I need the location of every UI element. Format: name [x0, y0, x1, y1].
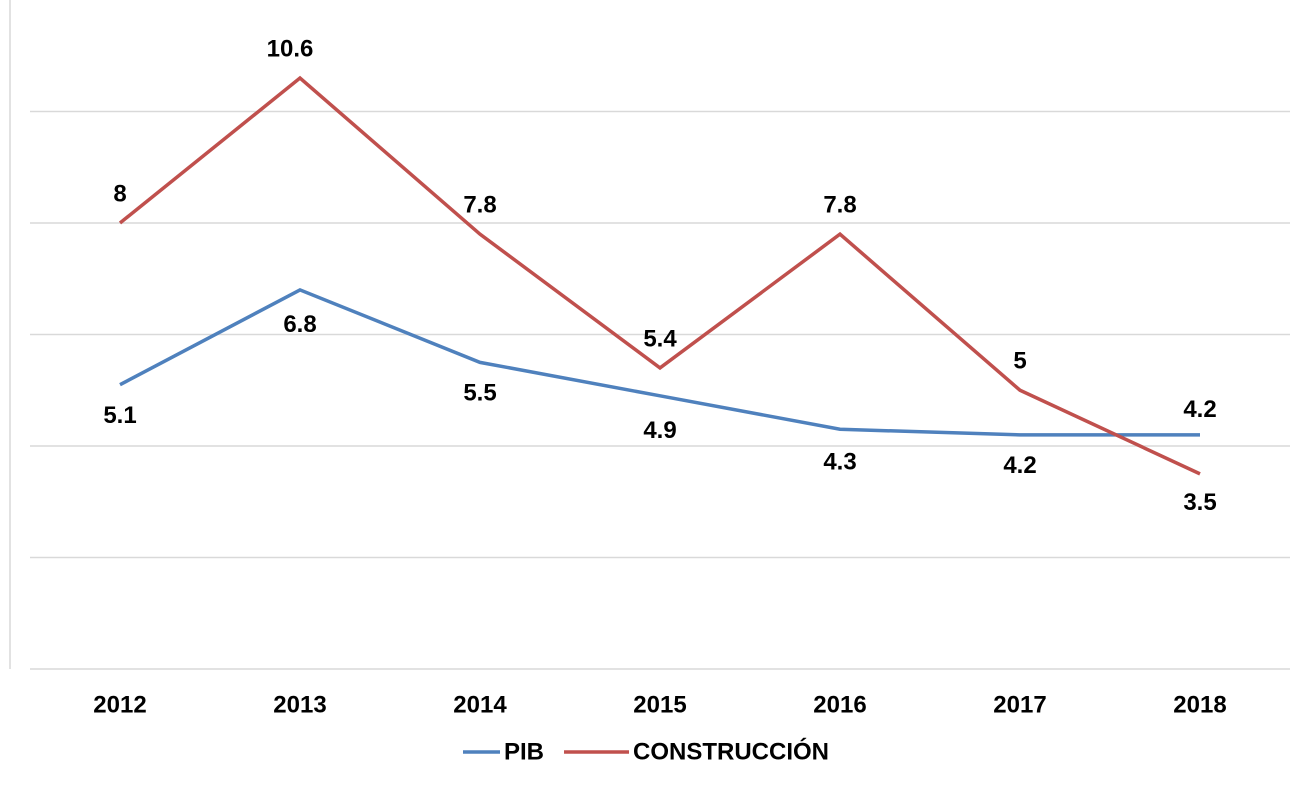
- x-tick-label: 2015: [633, 691, 686, 718]
- data-label: 6.8: [283, 311, 316, 338]
- data-label: 3.5: [1183, 489, 1216, 516]
- data-label: 4.2: [1003, 452, 1036, 479]
- data-label: 5.1: [103, 402, 136, 429]
- data-label: 7.8: [463, 191, 496, 218]
- legend-label: PIB: [504, 738, 544, 765]
- data-label: 5.4: [643, 325, 677, 352]
- data-label: 5.5: [463, 380, 496, 407]
- data-label: 4.2: [1183, 396, 1216, 423]
- data-label: 8: [113, 180, 126, 207]
- x-tick-label: 2016: [813, 691, 866, 718]
- x-tick-label: 2012: [93, 691, 146, 718]
- data-label: 5: [1013, 348, 1026, 375]
- x-tick-label: 2017: [993, 691, 1046, 718]
- data-label: 4.9: [643, 417, 676, 444]
- data-label: 7.8: [823, 191, 856, 218]
- data-label: 10.6: [267, 35, 314, 62]
- x-tick-label: 2018: [1173, 691, 1226, 718]
- data-label: 4.3: [823, 449, 856, 476]
- series-line: [118, 75, 1201, 476]
- series-line: [119, 287, 1200, 437]
- x-tick-label: 2013: [273, 691, 326, 718]
- legend-label: CONSTRUCCIÓN: [633, 737, 829, 765]
- x-tick-label: 2014: [453, 691, 507, 718]
